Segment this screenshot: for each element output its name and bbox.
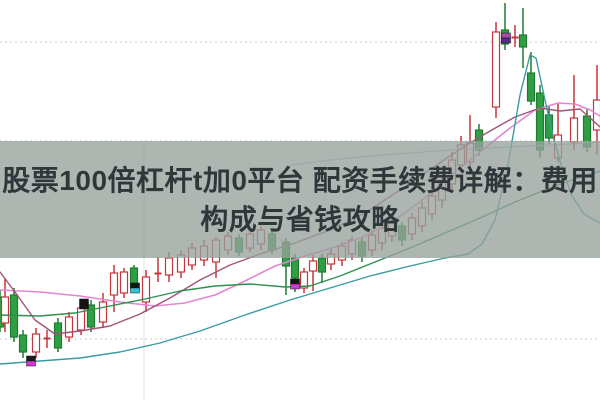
candle-body xyxy=(299,271,309,289)
candle-body xyxy=(18,334,28,353)
candle-body xyxy=(109,272,119,296)
candle-body xyxy=(141,276,151,303)
candle-body xyxy=(98,301,108,323)
candle-body xyxy=(518,34,528,48)
signal-marker-bottom xyxy=(130,287,140,294)
signal-marker-bottom xyxy=(79,303,89,310)
signal-markers-layer xyxy=(26,32,511,367)
signal-marker-top xyxy=(290,278,300,285)
candle-body xyxy=(491,31,501,108)
candle-body xyxy=(86,304,96,328)
candle-body xyxy=(592,99,600,131)
candle-body xyxy=(64,316,74,338)
candle-body xyxy=(290,257,300,279)
signal-marker-top xyxy=(79,298,89,305)
candle-body xyxy=(53,322,63,349)
candle-body xyxy=(308,260,318,272)
candle-body xyxy=(0,296,10,324)
candle-body xyxy=(31,333,41,353)
signal-marker-top xyxy=(26,355,36,362)
headline-banner: 股票100倍杠杆t加0平台 配资手续费详解：费用 构成与省钱攻略 xyxy=(0,141,600,258)
signal-marker-bottom xyxy=(26,360,36,367)
candle-body xyxy=(164,257,174,276)
candle-body xyxy=(569,117,579,143)
signal-marker-top xyxy=(501,32,511,39)
signal-marker-bottom xyxy=(290,283,300,290)
headline-line-2: 构成与省钱攻略 xyxy=(200,203,400,235)
candle-body xyxy=(526,72,536,102)
signal-marker-bottom xyxy=(501,37,511,44)
candle-body xyxy=(317,257,327,273)
candle-body xyxy=(119,271,129,294)
signal-marker-top xyxy=(130,282,140,289)
headline-line-1: 股票100倍杠杆t加0平台 配资手续费详解：费用 xyxy=(2,164,598,196)
